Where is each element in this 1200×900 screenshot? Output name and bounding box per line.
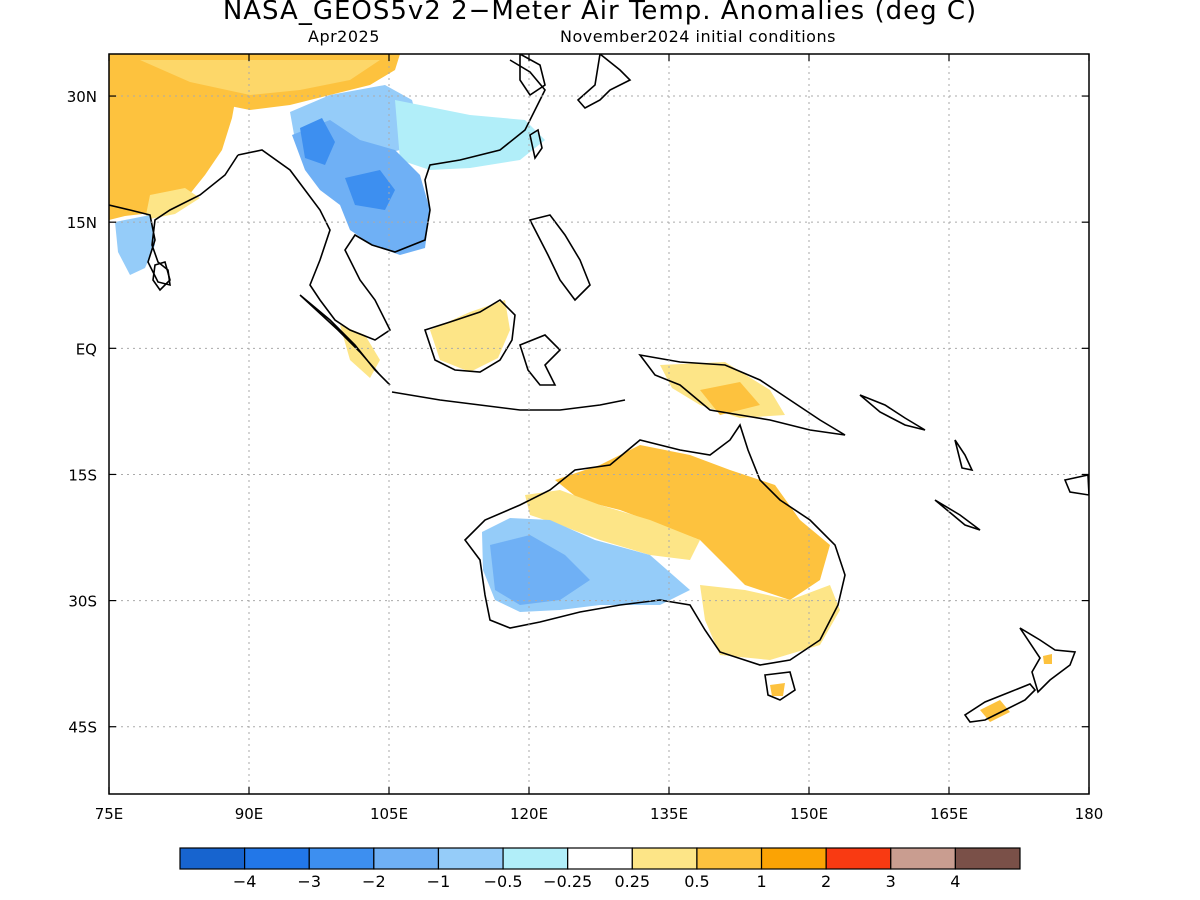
- lat-tick-label: 15S: [68, 466, 97, 484]
- lon-tick-label: 165E: [930, 805, 968, 823]
- anomaly-region-australia-west-cold: [490, 535, 590, 605]
- coastline-sulawesi: [519, 334, 562, 386]
- colorbar-label: −0.25: [543, 872, 592, 891]
- coastline-solomons: [859, 394, 926, 431]
- colorbar-swatch: [308, 847, 375, 870]
- anomaly-region-southwest-india: [115, 215, 155, 275]
- colorbar-swatch: [954, 847, 1021, 870]
- anomaly-region-laos-cold: [345, 170, 395, 210]
- lon-tick-label: 180: [1075, 805, 1104, 823]
- colorbar-swatch: [179, 847, 246, 870]
- coastline-fiji: [1063, 474, 1089, 496]
- coastline-japan: [576, 54, 632, 110]
- coastline-java: [391, 391, 626, 411]
- anomaly-region-tibet-light: [140, 60, 380, 95]
- lon-tick-label: 105E: [370, 805, 408, 823]
- lon-tick-label: 135E: [650, 805, 688, 823]
- map-title: NASA_GEOS5v2 2−Meter Air Temp. Anomalies…: [222, 0, 978, 26]
- lon-tick-label: 150E: [790, 805, 828, 823]
- colorbar-label: 4: [950, 872, 960, 891]
- colorbar-swatch: [244, 847, 310, 870]
- coastlines: [109, 54, 1089, 723]
- lat-tick-label: 45S: [68, 719, 97, 737]
- plot-frame: [108, 53, 1090, 795]
- coastline-new-zealand-north: [1019, 627, 1077, 694]
- lon-tick-label: 120E: [510, 805, 548, 823]
- lon-ticks: 75E 90E 105E 120E 135E 150E 165E 180: [95, 54, 1104, 823]
- colorbar-label: 1: [756, 872, 766, 891]
- anomaly-region-india-light: [145, 188, 200, 220]
- colorbar-swatch: [502, 847, 569, 870]
- anomaly-region-tasmania: [770, 683, 785, 696]
- coastline-korea: [519, 54, 546, 97]
- anomaly-region-australia-north: [555, 445, 830, 600]
- coastline-tasmania: [764, 671, 796, 701]
- colorbar-swatch: [890, 847, 956, 870]
- anomaly-region-new-zealand: [980, 700, 1010, 722]
- colorbar: −4 −3 −2 −1 −0.5 −0.25 0.25 0.5 1 2 3 4: [179, 847, 1021, 891]
- colorbar-swatch: [631, 847, 698, 870]
- colorbar-label: 0.5: [684, 872, 709, 891]
- colorbar-swatch: [373, 847, 440, 870]
- colorbar-label: 3: [886, 872, 896, 891]
- lon-tick-label: 75E: [95, 805, 124, 823]
- colorbar-label: 2: [821, 872, 831, 891]
- colorbar-label: −2: [362, 872, 386, 891]
- coastline-sri-lanka: [152, 260, 171, 292]
- coastline-borneo: [423, 298, 516, 373]
- coastline-indochina: [237, 59, 546, 341]
- coastline-new-caledonia: [934, 499, 981, 531]
- lat-tick-label: 15N: [67, 214, 97, 232]
- coastline-new-zealand-south: [963, 683, 1037, 723]
- coastline-australia: [463, 423, 846, 666]
- anomaly-region-australia-east: [700, 585, 840, 660]
- colorbar-label: −1: [427, 872, 451, 891]
- valid-month-label: Apr2025: [308, 27, 380, 46]
- colorbar-swatch: [437, 847, 504, 870]
- plot-area: [109, 54, 1089, 794]
- colorbar-label: 0.25: [614, 872, 650, 891]
- anomaly-region-australia-interior-light: [525, 490, 700, 560]
- colorbar-swatch: [760, 847, 827, 870]
- init-conditions-label: November2024 initial conditions: [560, 27, 836, 46]
- lon-tick-label: 90E: [235, 805, 264, 823]
- anomaly-region-new-zealand-north: [1043, 654, 1052, 664]
- anomaly-region-new-guinea-warm: [700, 382, 760, 415]
- anomaly-region-india: [109, 54, 238, 220]
- colorbar-swatch: [696, 847, 763, 870]
- colorbar-label: −4: [233, 872, 257, 891]
- gridlines: [109, 54, 1089, 794]
- coastline-new-guinea: [638, 353, 846, 436]
- lat-tick-label: 30S: [68, 593, 97, 611]
- colorbar-swatch: [825, 847, 892, 870]
- lat-tick-label: EQ: [76, 340, 97, 358]
- coastline-philippines: [528, 214, 591, 302]
- colorbar-label: −0.5: [484, 872, 523, 891]
- anomaly-region-borneo: [430, 300, 510, 372]
- coastline-vanuatu: [954, 439, 974, 472]
- anomaly-region-core-cold: [300, 118, 335, 165]
- anomaly-region-southeast-china: [395, 100, 545, 170]
- coastline-sumatra: [299, 294, 391, 386]
- lat-tick-label: 30N: [67, 88, 97, 106]
- colorbar-swatch: [567, 847, 633, 870]
- colorbar-label: −3: [297, 872, 321, 891]
- lat-ticks: 30N 15N EQ 15S 30S 45S: [67, 88, 1089, 737]
- anomaly-shading: [109, 54, 1052, 722]
- coastline-taiwan: [529, 128, 543, 160]
